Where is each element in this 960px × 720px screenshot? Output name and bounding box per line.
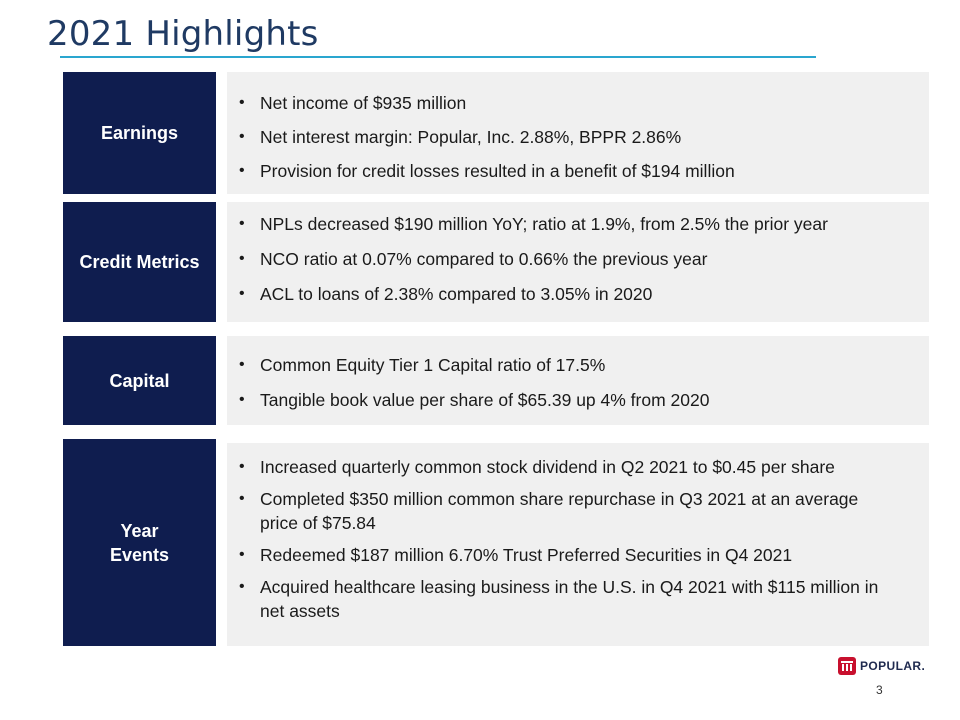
bullet-item: • Provision for credit losses resulted in… [239,161,735,181]
page-title: 2021 Highlights [47,14,319,54]
section-content-credit-metrics: • NPLs decreased $190 million YoY; ratio … [227,202,929,322]
bullet-icon: • [239,391,245,408]
bullet-icon: • [239,458,245,475]
bullet-item: • NPLs decreased $190 million YoY; ratio … [239,214,828,234]
bullet-icon: • [239,490,245,507]
bullet-icon: • [239,128,245,145]
bullet-icon: • [239,94,245,111]
bullet-item: • Redeemed $187 million 6.70% Trust Prefe… [239,545,793,565]
page-number: 3 [876,683,883,697]
popular-logo-icon [838,657,856,675]
title-underline [60,56,816,58]
section-label-text: Year [120,520,159,541]
bullet-item: • Common Equity Tier 1 Capital ratio of 1… [239,355,606,375]
bullet-item: • Completed $350 million common share rep… [239,489,859,533]
popular-logo-text: POPULAR. [860,659,926,673]
section-label-earnings: Earnings [63,72,216,194]
section-label-capital: Capital [63,336,216,425]
bullet-icon: • [239,546,245,563]
bullet-item: • Net interest margin: Popular, Inc. 2.88… [239,127,682,147]
section-content-earnings: • Net income of $935 million • Net interes… [227,72,929,194]
bullet-item: • NCO ratio at 0.07% compared to 0.66% th… [239,249,708,269]
section-label-text: Capital [109,370,170,391]
section-label-year-events: Year Events [63,439,216,646]
bullet-item: • ACL to loans of 2.38% compared to 3.05%… [239,284,653,304]
bullet-item: • Tangible book value per share of $65.39… [239,390,710,410]
section-label-credit-metrics: Credit Metrics [63,202,216,322]
bullet-item: • Acquired healthcare leasing business in… [239,577,879,621]
section-label-text: Earnings [100,123,179,143]
bullet-icon: • [239,285,245,302]
bullet-icon: • [239,578,245,595]
bullet-item: • Net income of $935 million [239,93,467,113]
bullet-icon: • [239,215,245,232]
section-content-year-events: • Increased quarterly common stock divide… [227,443,929,646]
section-label-text: Credit Metrics [79,252,200,272]
bullet-icon: • [239,356,245,373]
bullet-icon: • [239,162,245,179]
section-content-capital: • Common Equity Tier 1 Capital ratio of 1… [227,336,929,425]
section-label-text: Events [109,544,170,565]
popular-logo: POPULAR. [838,656,925,676]
bullet-item: • Increased quarterly common stock divide… [239,457,835,477]
bullet-icon: • [239,250,245,267]
